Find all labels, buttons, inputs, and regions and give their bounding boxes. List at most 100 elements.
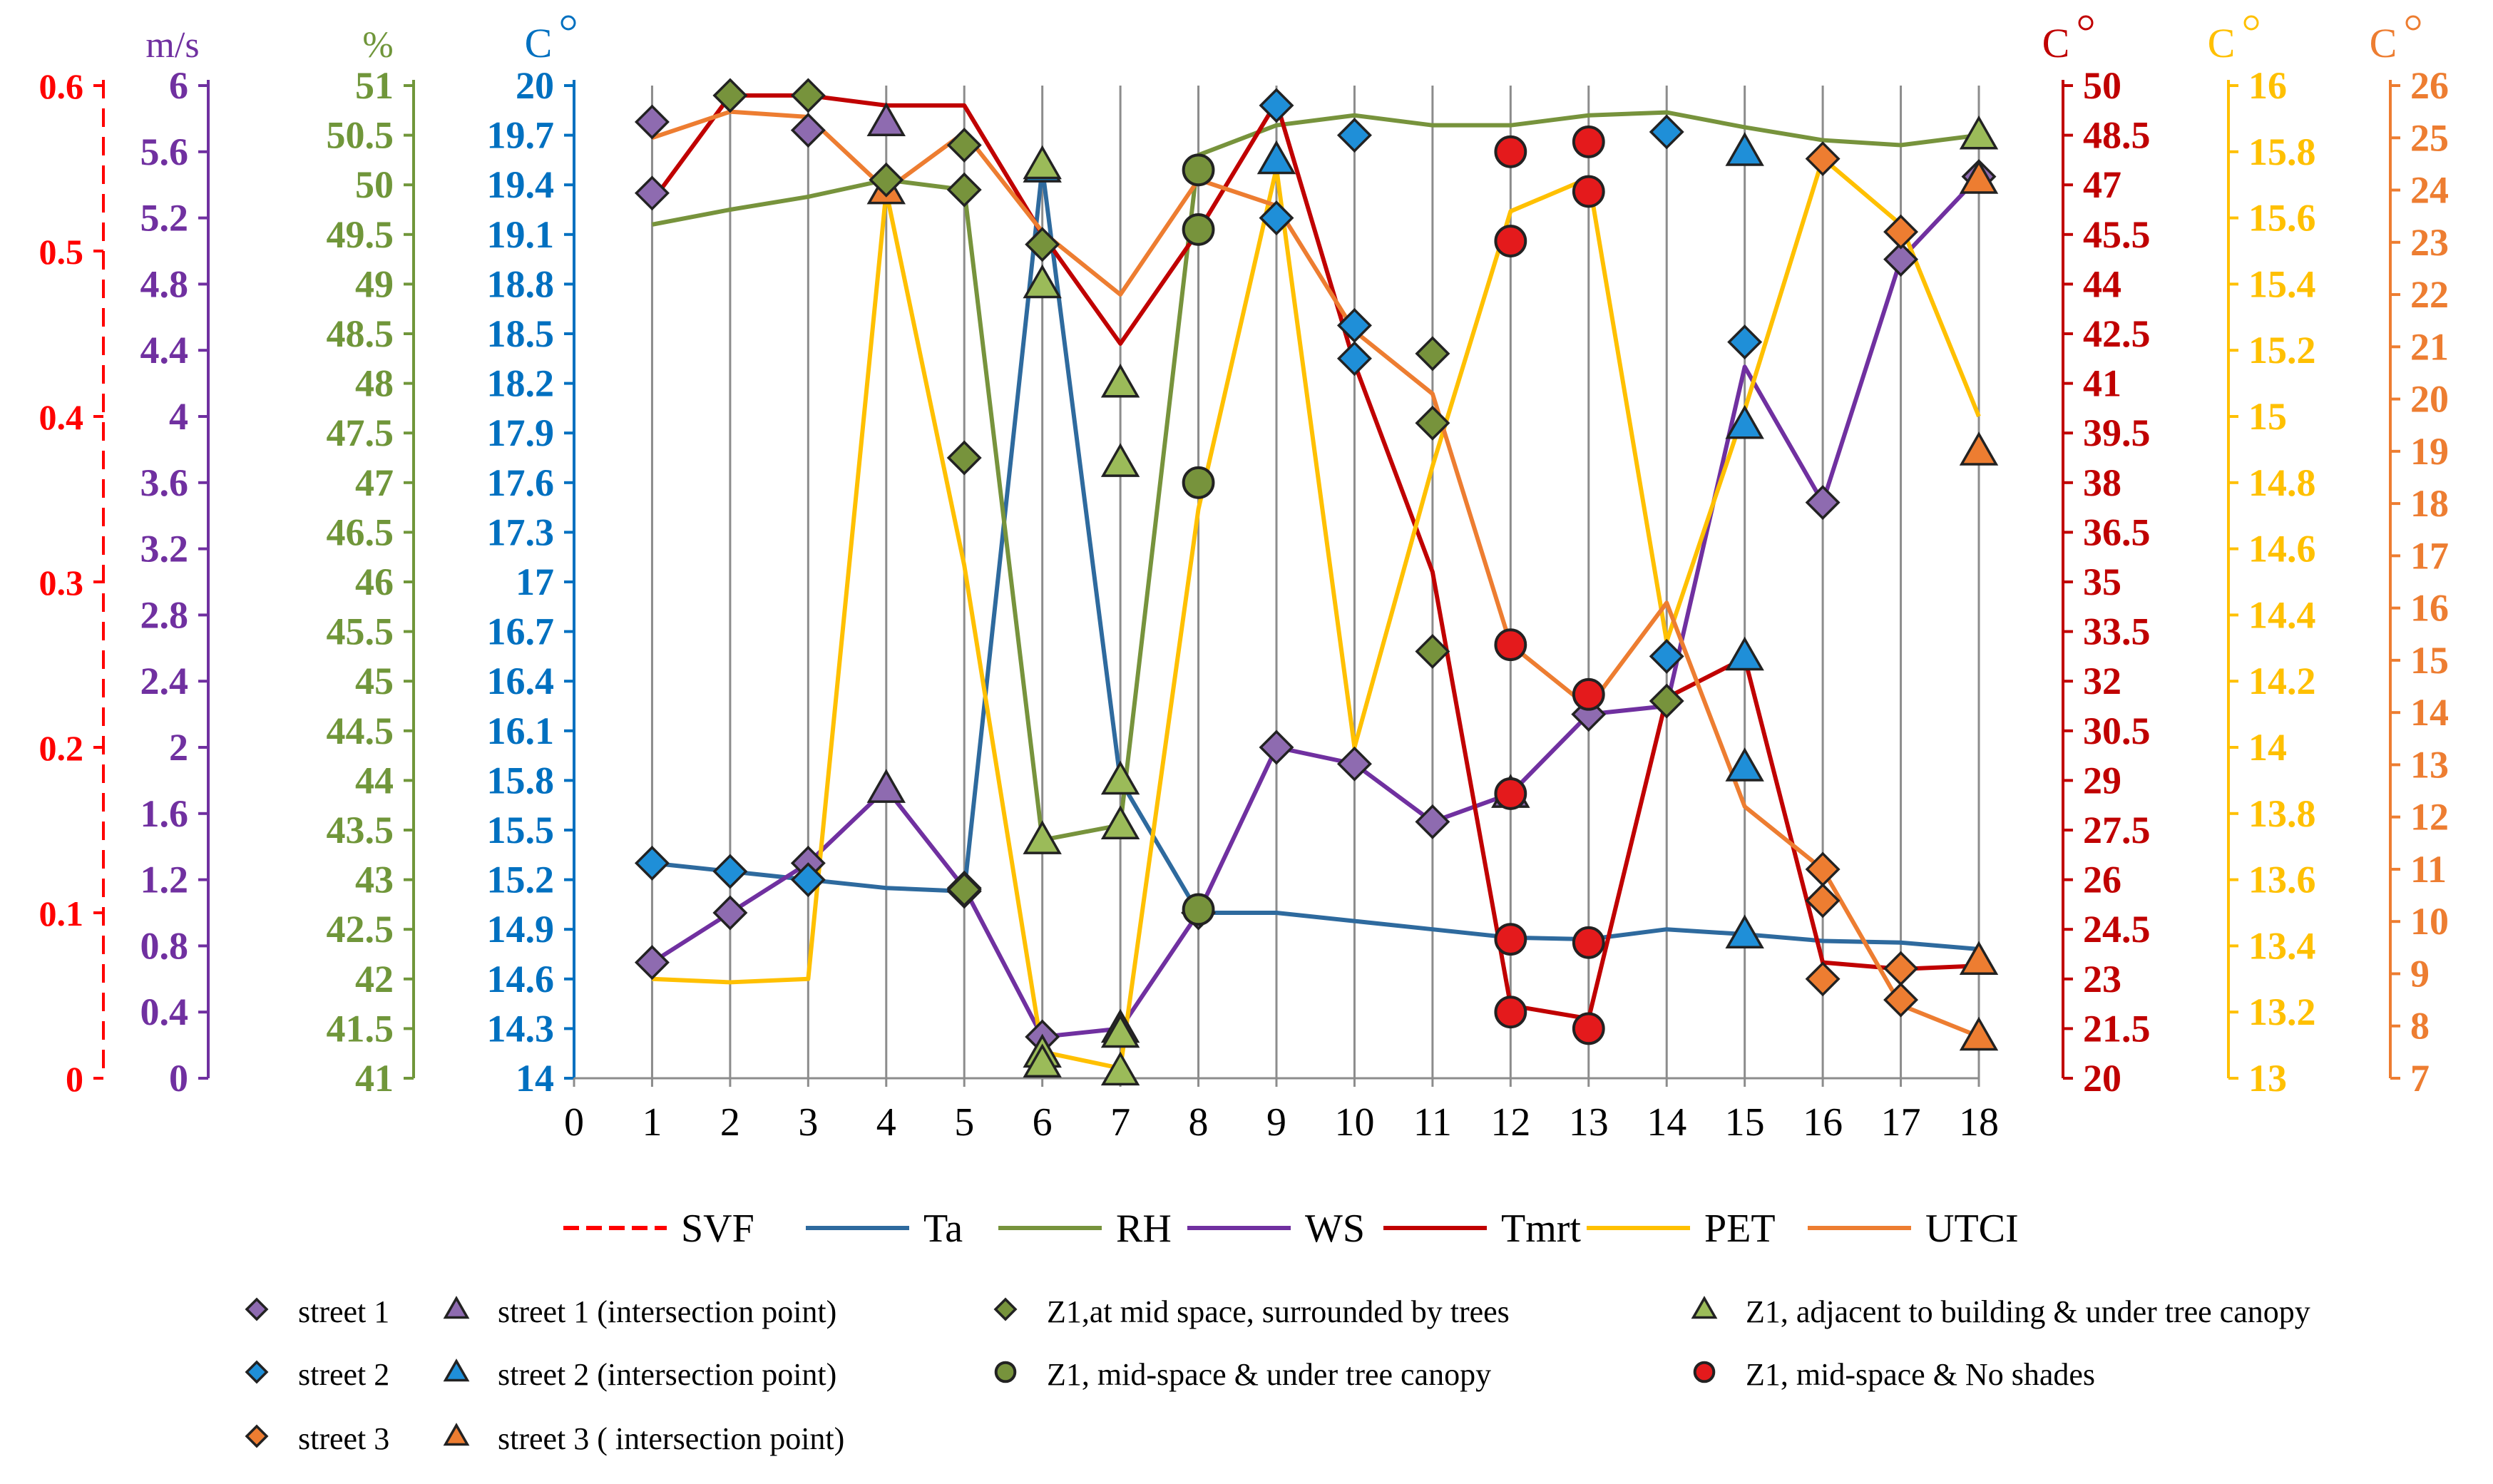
marker-point (1259, 200, 1294, 236)
y-tick-label-utci: 19 (2410, 430, 2449, 473)
marker-point (1415, 405, 1450, 441)
y-tick-label-pet: 15 (2248, 395, 2287, 438)
y-tick-label-tmrt: 32 (2083, 660, 2121, 702)
y-tick-label-svf: 0.6 (39, 66, 84, 106)
y-tick-label-utci: 14 (2410, 691, 2449, 734)
marker-point (1494, 135, 1527, 168)
series-line-tmrt (650, 93, 1980, 1021)
legend-line-label: RH (1116, 1207, 1172, 1251)
marker-point (634, 845, 670, 881)
y-tick-label-utci: 25 (2410, 116, 2449, 159)
y-tick-label-tmrt: 38 (2083, 461, 2121, 504)
legend-marker-swatch (443, 1358, 470, 1382)
legend-marker-swatch (994, 1361, 1017, 1383)
marker-point (946, 128, 982, 163)
legend-marker-label: Z1,at mid space, surrounded by trees (1047, 1294, 1510, 1329)
marker-point (866, 769, 906, 803)
series-line-ta (652, 166, 1980, 952)
y-tick-label-rh: 48 (355, 362, 394, 405)
y-tick-label-ws: 6 (169, 64, 188, 107)
marker-point (1805, 883, 1841, 918)
x-tick-label: 1 (642, 1100, 662, 1145)
marker-point (1100, 443, 1140, 477)
marker-point (1182, 153, 1215, 187)
series-line-ws (650, 175, 1981, 1039)
marker-point (790, 78, 826, 113)
y-tick-label-ws: 5.2 (140, 197, 189, 240)
y-tick-label-ta: 16.7 (487, 610, 555, 653)
y-tick-label-utci: 16 (2410, 587, 2449, 630)
legend-marker-swatch (443, 1423, 470, 1446)
y-tick-label-rh: 47.5 (327, 411, 394, 454)
marker-point (1259, 88, 1294, 123)
y-tick-label-tmrt: 29 (2083, 759, 2121, 802)
y-tick-label-utci: 20 (2410, 378, 2449, 421)
y-tick-label-rh: 43.5 (327, 809, 394, 851)
marker-point (634, 175, 670, 211)
y-tick-label-pet: 14 (2248, 726, 2287, 769)
y-tick-label-pet: 14.4 (2248, 593, 2316, 636)
degree-symbol-icon (2078, 15, 2094, 31)
y-tick-label-ws: 1.2 (140, 859, 189, 901)
y-tick-label-tmrt: 27.5 (2083, 809, 2151, 851)
y-tick-label-rh: 45 (355, 660, 394, 702)
marker-point (1182, 893, 1215, 926)
x-tick-label: 7 (1110, 1100, 1130, 1145)
series-lines (650, 93, 1981, 1071)
series-line-utci (651, 109, 1980, 1039)
legend-marker-swatch (245, 1424, 269, 1448)
marker-point (1494, 996, 1527, 1029)
legend: SVF Ta RH WS Tmrt PET UTCI street 1 street 1 (in… (245, 1207, 2310, 1456)
y-tick-label-utci: 7 (2410, 1057, 2430, 1100)
marker-point (1023, 145, 1062, 180)
marker-point (1494, 923, 1527, 956)
y-tick-label-tmrt: 20 (2083, 1057, 2121, 1100)
y-axis-unit-rh: % (362, 25, 393, 66)
y-tick-label-ta: 20 (516, 64, 554, 107)
y-tick-label-tmrt: 48.5 (2083, 114, 2151, 157)
y-tick-label-rh: 49 (355, 262, 394, 305)
marker-point (1256, 140, 1296, 175)
legend-line-label: SVF (681, 1207, 754, 1251)
y-tick-label-ta: 19.7 (487, 114, 555, 157)
degree-symbol-icon (560, 15, 576, 31)
y-tick-label-ta: 19.4 (487, 163, 555, 206)
legend-line-label: Tmrt (1501, 1207, 1581, 1251)
y-tick-label-tmrt: 23 (2083, 958, 2121, 1001)
y-tick-label-tmrt: 50 (2083, 64, 2121, 107)
marker-point (1336, 341, 1372, 377)
y-tick-label-ws: 0 (169, 1057, 188, 1100)
marker-point (1336, 118, 1372, 153)
y-tick-label-rh: 50 (355, 163, 394, 206)
marker-point (1725, 636, 1764, 671)
marker-point (712, 854, 748, 889)
marker-point (1023, 264, 1062, 299)
marker-point (790, 862, 826, 898)
y-tick-label-utci: 26 (2410, 64, 2449, 107)
y-tick-label-pet: 14.6 (2248, 528, 2316, 570)
y-tick-label-utci: 17 (2410, 534, 2449, 577)
marker-point (712, 895, 748, 931)
y-tick-label-ta: 15.2 (487, 859, 555, 901)
legend-marker-swatch (1691, 1296, 1718, 1319)
degree-symbol-icon (2243, 15, 2259, 31)
x-tick-label: 16 (1803, 1100, 1843, 1145)
legend-marker-label: street 2 (298, 1357, 389, 1392)
marker-point (1883, 982, 1919, 1018)
y-tick-label-utci: 21 (2410, 325, 2449, 368)
x-tick-label: 8 (1189, 1100, 1209, 1145)
y-tick-label-tmrt: 24.5 (2083, 908, 2151, 951)
x-tick-label: 15 (1725, 1100, 1765, 1145)
y-tick-label-rh: 47 (355, 461, 394, 504)
y-tick-label-utci: 24 (2410, 169, 2449, 212)
y-tick-label-svf: 0.3 (39, 563, 84, 603)
y-tick-label-ws: 3.6 (140, 461, 189, 504)
legend-marker-label: street 1 (298, 1294, 389, 1329)
marker-point (1725, 747, 1764, 782)
x-tick-label: 6 (1033, 1100, 1053, 1145)
marker-point (1494, 225, 1527, 257)
x-tick-label: 14 (1647, 1100, 1686, 1145)
legend-marker-swatch (245, 1360, 269, 1384)
y-tick-label-ta: 14.3 (487, 1007, 555, 1050)
